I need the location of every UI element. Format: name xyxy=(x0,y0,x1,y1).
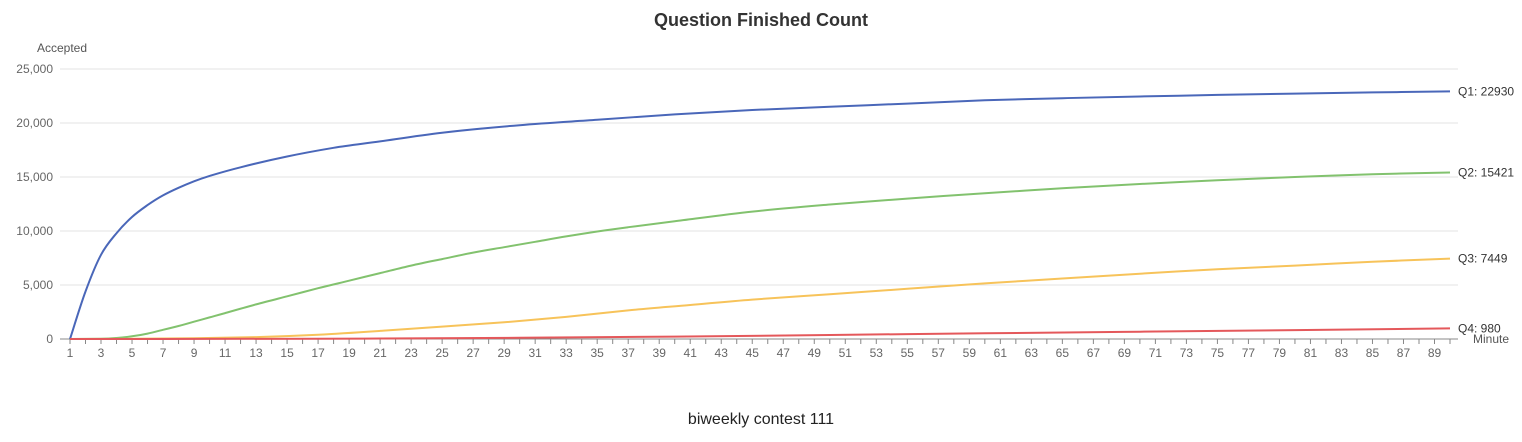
x-tick-label: 89 xyxy=(1428,346,1442,360)
x-tick-label: 27 xyxy=(466,346,480,360)
x-tick-label: 77 xyxy=(1242,346,1256,360)
series-line-q3 xyxy=(69,257,1451,340)
series-end-labels: Q1: 22930 Q2: 15421 Q3: 7449 Q4: 980 xyxy=(1458,84,1514,335)
x-tick-label: 73 xyxy=(1180,346,1194,360)
x-tick-label: 1 xyxy=(67,346,74,360)
x-tick-label: 9 xyxy=(191,346,198,360)
series-line-q1 xyxy=(69,90,1451,340)
x-tick-label: 25 xyxy=(435,346,449,360)
series-lines xyxy=(69,90,1451,340)
x-tick-label: 39 xyxy=(653,346,667,360)
chart-subtitle: biweekly contest 111 xyxy=(687,411,835,428)
x-tick-label: 81 xyxy=(1304,346,1318,360)
x-tick-label: 79 xyxy=(1273,346,1287,360)
x-tick-label: 65 xyxy=(1056,346,1070,360)
x-tick-label: 53 xyxy=(870,346,884,360)
x-tick-label: 31 xyxy=(528,346,542,360)
x-tick-label: 49 xyxy=(808,346,822,360)
series-end-label-q4: Q4: 980 xyxy=(1458,321,1501,335)
x-tick-label: 17 xyxy=(311,346,325,360)
y-axis-label: Accepted xyxy=(37,41,87,55)
series-end-label-q2: Q2: 15421 xyxy=(1458,165,1514,179)
x-tick-label: 15 xyxy=(280,346,294,360)
x-tick-label: 11 xyxy=(219,346,232,360)
y-tick-label: 5,000 xyxy=(23,278,53,292)
x-tick-label: 71 xyxy=(1149,346,1163,360)
y-tick-label: 0 xyxy=(46,332,53,346)
x-tick-label: 69 xyxy=(1118,346,1132,360)
series-end-label-q3: Q3: 7449 xyxy=(1458,252,1508,266)
x-tick-label: 23 xyxy=(404,346,418,360)
series-end-label-q1: Q1: 22930 xyxy=(1458,84,1514,98)
x-tick-label: 87 xyxy=(1397,346,1411,360)
x-tick-label: 45 xyxy=(746,346,760,360)
y-tick-label: 25,000 xyxy=(16,62,53,76)
x-tick-label: 51 xyxy=(839,346,853,360)
x-tick-label: 63 xyxy=(1025,346,1039,360)
y-tick-label: 10,000 xyxy=(16,224,53,238)
x-tick-label: 47 xyxy=(777,346,791,360)
x-axis: 1 3 5 7 9 11 13 15 17 19 21 23 25 27 29 31 33 35 37 39 41 43 4… xyxy=(60,338,1458,360)
x-tick-label: 33 xyxy=(560,346,574,360)
x-tick-label: 37 xyxy=(622,346,636,360)
x-tick-label: 83 xyxy=(1335,346,1349,360)
x-tick-label: 5 xyxy=(129,346,136,360)
x-tick-label: 21 xyxy=(373,346,387,360)
series-line-q2 xyxy=(69,171,1451,340)
x-tick-label: 59 xyxy=(963,346,977,360)
y-tick-label: 15,000 xyxy=(16,170,53,184)
chart-title: Question Finished Count xyxy=(654,10,868,30)
x-tick-label: 61 xyxy=(994,346,1008,360)
x-tick-label: 7 xyxy=(160,346,167,360)
y-tick-label: 20,000 xyxy=(16,116,53,130)
x-tick-label: 19 xyxy=(342,346,356,360)
x-tick-label: 55 xyxy=(901,346,915,360)
x-tick-label: 75 xyxy=(1211,346,1225,360)
series-line-q4 xyxy=(69,327,1451,340)
x-tick-label: 35 xyxy=(591,346,605,360)
x-tick-label: 57 xyxy=(932,346,946,360)
x-axis-label: Minute xyxy=(1473,332,1509,346)
x-tick-label: 3 xyxy=(98,346,105,360)
x-tick-label: 67 xyxy=(1087,346,1101,360)
y-axis: 0 5,000 10,000 15,000 20,000 25,000 xyxy=(16,62,53,346)
x-tick-label: 29 xyxy=(497,346,511,360)
x-tick-label: 41 xyxy=(684,346,698,360)
x-tick-label: 85 xyxy=(1366,346,1380,360)
x-tick-label: 13 xyxy=(249,346,263,360)
x-tick-label: 43 xyxy=(715,346,729,360)
